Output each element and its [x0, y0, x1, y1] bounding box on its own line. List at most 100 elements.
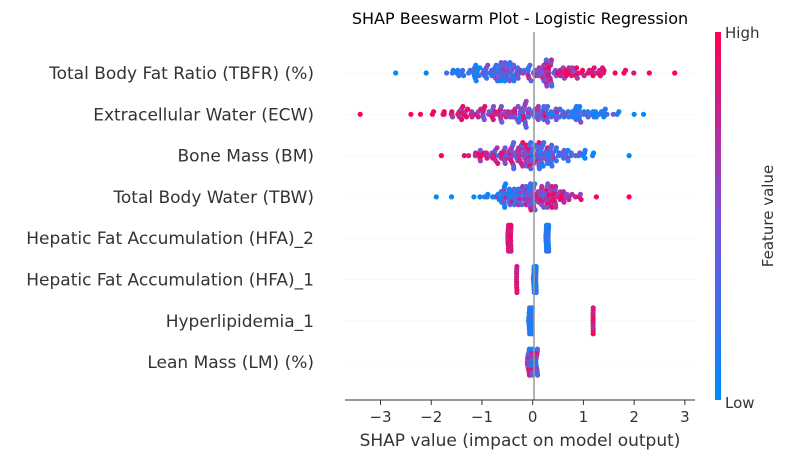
data-point — [565, 109, 571, 115]
data-point — [582, 155, 588, 161]
data-point — [535, 103, 542, 110]
points-layer — [357, 57, 678, 378]
data-point — [463, 114, 469, 120]
data-point — [511, 78, 517, 84]
data-point — [507, 60, 513, 66]
chart-title: SHAP Beeswarm Plot - Logistic Regression — [352, 9, 688, 28]
data-point — [473, 62, 479, 68]
data-point — [539, 183, 545, 190]
colorbar-high-label: High — [725, 24, 759, 42]
data-point — [499, 119, 505, 125]
data-point — [546, 222, 552, 228]
data-point — [534, 346, 541, 352]
data-point — [495, 160, 501, 166]
colorbar-low-label: Low — [725, 394, 755, 412]
data-point — [545, 103, 551, 110]
data-point — [477, 147, 483, 153]
data-point — [357, 111, 363, 117]
data-point — [519, 202, 525, 208]
data-point — [461, 153, 467, 159]
data-point — [477, 158, 483, 164]
data-point — [469, 109, 475, 115]
data-point — [572, 194, 579, 200]
data-point — [602, 106, 608, 112]
data-point — [568, 150, 574, 156]
data-point — [590, 305, 596, 311]
data-point — [578, 196, 584, 203]
data-point — [626, 194, 632, 200]
colorbar-title: Feature value — [759, 165, 777, 267]
data-point — [493, 62, 499, 68]
data-point — [482, 103, 488, 110]
data-point — [502, 160, 508, 166]
data-point — [433, 194, 439, 200]
data-point — [672, 70, 678, 76]
data-point — [553, 158, 559, 164]
data-point — [502, 204, 508, 210]
data-point — [574, 75, 580, 81]
data-point — [622, 67, 629, 73]
data-point — [477, 65, 483, 71]
data-point — [535, 116, 541, 123]
data-point — [393, 70, 399, 76]
data-point — [536, 140, 542, 146]
data-point — [508, 248, 514, 254]
x-tick-label: 3 — [680, 408, 690, 426]
data-point — [461, 73, 467, 79]
data-point — [561, 199, 567, 205]
data-point — [590, 331, 596, 337]
data-point — [533, 263, 539, 270]
data-point — [460, 67, 466, 73]
data-point — [515, 75, 521, 81]
feature-labels: Total Body Fat Ratio (TBFR) (%) Extracell… — [26, 64, 314, 373]
data-point — [465, 106, 471, 112]
data-point — [508, 222, 514, 228]
data-point — [528, 166, 534, 172]
data-point — [533, 289, 539, 296]
data-point — [520, 140, 526, 146]
data-point — [438, 153, 444, 159]
data-point — [610, 111, 616, 117]
data-point — [528, 140, 534, 146]
data-point — [581, 73, 587, 79]
data-point — [574, 65, 580, 71]
data-point — [585, 114, 591, 120]
x-tick-label: −2 — [420, 408, 442, 426]
data-point — [511, 62, 517, 68]
data-point — [593, 194, 600, 200]
data-point — [417, 111, 424, 117]
data-point — [490, 116, 496, 123]
data-point — [640, 111, 647, 117]
data-point — [502, 60, 508, 66]
x-tick-label: −3 — [369, 408, 391, 426]
data-point — [481, 116, 487, 123]
data-point — [527, 62, 533, 68]
data-point — [582, 147, 588, 153]
data-point — [578, 119, 584, 125]
data-point — [484, 75, 490, 81]
data-point — [494, 145, 500, 151]
data-point — [498, 60, 504, 66]
data-point — [585, 109, 591, 115]
data-point — [449, 109, 455, 115]
colorbar — [715, 32, 721, 400]
data-point — [553, 204, 559, 210]
data-point — [646, 70, 652, 76]
x-tick-label: 1 — [579, 408, 589, 426]
data-point — [526, 114, 532, 120]
data-point — [536, 166, 543, 172]
data-point — [431, 109, 437, 115]
data-point — [591, 150, 597, 156]
data-point — [528, 78, 534, 84]
data-point — [548, 57, 555, 63]
feature-label: Total Body Water (TBW) — [112, 188, 314, 208]
data-point — [553, 145, 560, 151]
feature-label: Total Body Fat Ratio (TBFR) (%) — [48, 64, 314, 84]
data-point — [485, 191, 491, 197]
data-point — [477, 194, 483, 200]
data-point — [466, 153, 472, 159]
data-point — [469, 114, 475, 120]
data-point — [523, 98, 529, 104]
x-tick-label: −1 — [471, 408, 493, 426]
data-point — [553, 183, 559, 190]
